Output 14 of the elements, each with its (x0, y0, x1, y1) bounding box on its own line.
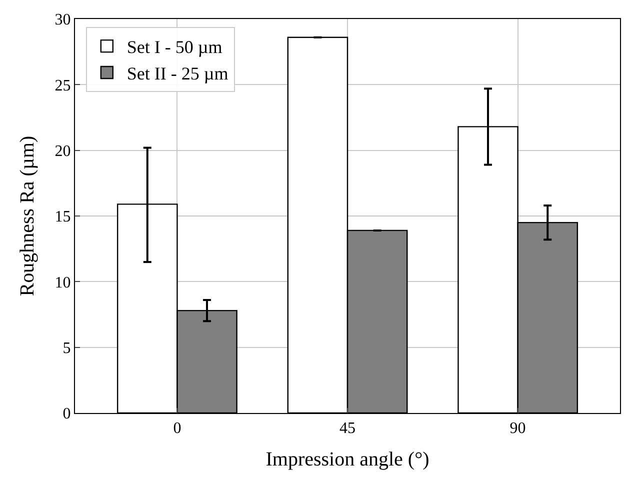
x-axis-title: Impression angle (°) (266, 448, 430, 471)
x-tick-label: 45 (340, 420, 356, 438)
x-tick-label: 90 (510, 420, 526, 438)
legend-label: Set I - 50 µm (126, 37, 222, 58)
y-tick-label: 0 (62, 406, 71, 423)
y-tick-label: 10 (54, 274, 71, 292)
y-tick-label: 20 (54, 142, 71, 160)
y-axis-title: Roughness Ra (µm) (16, 136, 38, 296)
y-tick-label: 25 (54, 77, 71, 94)
y-tick-label: 15 (54, 208, 71, 226)
y-tick-label: 30 (54, 12, 71, 29)
y-tick-label: 5 (62, 340, 71, 357)
x-tick-label: 0 (173, 420, 182, 438)
legend-label: Set II - 25 µm (126, 64, 228, 84)
